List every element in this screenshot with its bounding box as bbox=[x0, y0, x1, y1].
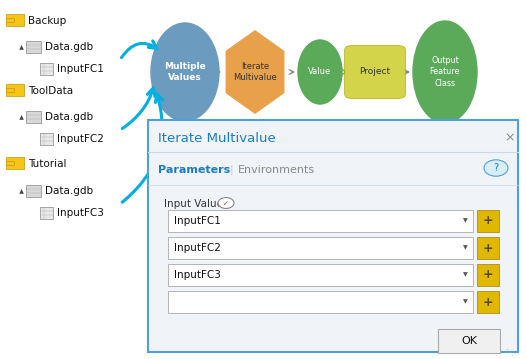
FancyBboxPatch shape bbox=[168, 264, 473, 286]
Text: InputFC3: InputFC3 bbox=[174, 270, 221, 280]
Text: ▼: ▼ bbox=[463, 272, 468, 278]
FancyBboxPatch shape bbox=[6, 84, 24, 96]
Text: Project: Project bbox=[359, 67, 391, 76]
Text: Data.gdb: Data.gdb bbox=[45, 186, 93, 196]
FancyBboxPatch shape bbox=[40, 207, 53, 219]
FancyBboxPatch shape bbox=[477, 264, 499, 286]
Text: ▼: ▼ bbox=[463, 219, 468, 224]
Text: Output
Feature
Class: Output Feature Class bbox=[430, 56, 460, 88]
Ellipse shape bbox=[298, 40, 342, 104]
Text: InputFC2: InputFC2 bbox=[174, 243, 221, 253]
Ellipse shape bbox=[413, 21, 477, 123]
Text: InputFC1: InputFC1 bbox=[174, 216, 221, 226]
FancyBboxPatch shape bbox=[6, 161, 14, 165]
Ellipse shape bbox=[151, 23, 219, 121]
Text: Parameters: Parameters bbox=[158, 165, 230, 175]
Text: InputFC3: InputFC3 bbox=[57, 208, 104, 218]
FancyBboxPatch shape bbox=[148, 120, 518, 352]
Text: Tutorial: Tutorial bbox=[28, 159, 66, 169]
FancyBboxPatch shape bbox=[477, 291, 499, 313]
FancyBboxPatch shape bbox=[345, 46, 406, 98]
Circle shape bbox=[484, 160, 508, 176]
Text: Data.gdb: Data.gdb bbox=[45, 42, 93, 52]
Text: Input Values: Input Values bbox=[164, 199, 228, 209]
FancyBboxPatch shape bbox=[477, 210, 499, 232]
Text: ⋱: ⋱ bbox=[505, 348, 514, 357]
Text: +: + bbox=[483, 295, 493, 308]
FancyBboxPatch shape bbox=[40, 133, 53, 145]
Text: +: + bbox=[483, 269, 493, 281]
Text: Iterate
Multivalue: Iterate Multivalue bbox=[233, 62, 277, 82]
FancyBboxPatch shape bbox=[40, 63, 53, 75]
FancyBboxPatch shape bbox=[168, 210, 473, 232]
Text: ▼: ▼ bbox=[463, 299, 468, 304]
FancyBboxPatch shape bbox=[6, 88, 14, 92]
Text: ◀: ◀ bbox=[18, 188, 23, 192]
Text: ?: ? bbox=[493, 163, 499, 173]
Circle shape bbox=[218, 197, 234, 209]
Text: ✓: ✓ bbox=[223, 201, 229, 207]
FancyBboxPatch shape bbox=[439, 329, 500, 353]
Text: InputFC1: InputFC1 bbox=[57, 64, 104, 74]
Text: Environments: Environments bbox=[238, 165, 315, 175]
Text: Iterate Multivalue: Iterate Multivalue bbox=[158, 131, 276, 145]
Text: +: + bbox=[483, 214, 493, 228]
Text: Value: Value bbox=[308, 67, 331, 76]
Text: InputFC2: InputFC2 bbox=[57, 134, 104, 144]
FancyBboxPatch shape bbox=[477, 237, 499, 259]
Text: ◀: ◀ bbox=[18, 114, 23, 118]
Text: ×: × bbox=[505, 131, 515, 145]
Text: |: | bbox=[230, 165, 234, 175]
FancyBboxPatch shape bbox=[168, 291, 473, 313]
Text: OK: OK bbox=[461, 336, 477, 346]
FancyBboxPatch shape bbox=[6, 157, 24, 169]
Text: ToolData: ToolData bbox=[28, 86, 73, 96]
FancyBboxPatch shape bbox=[26, 185, 41, 197]
Text: Data.gdb: Data.gdb bbox=[45, 112, 93, 122]
Text: ▼: ▼ bbox=[463, 246, 468, 251]
Text: Multiple
Values: Multiple Values bbox=[164, 62, 206, 82]
Polygon shape bbox=[226, 30, 285, 114]
FancyBboxPatch shape bbox=[26, 111, 41, 123]
Text: Backup: Backup bbox=[28, 16, 66, 26]
FancyBboxPatch shape bbox=[26, 41, 41, 53]
Text: ◀: ◀ bbox=[18, 44, 23, 48]
FancyBboxPatch shape bbox=[168, 237, 473, 259]
FancyBboxPatch shape bbox=[6, 14, 24, 26]
FancyBboxPatch shape bbox=[6, 18, 14, 22]
Text: +: + bbox=[483, 242, 493, 255]
